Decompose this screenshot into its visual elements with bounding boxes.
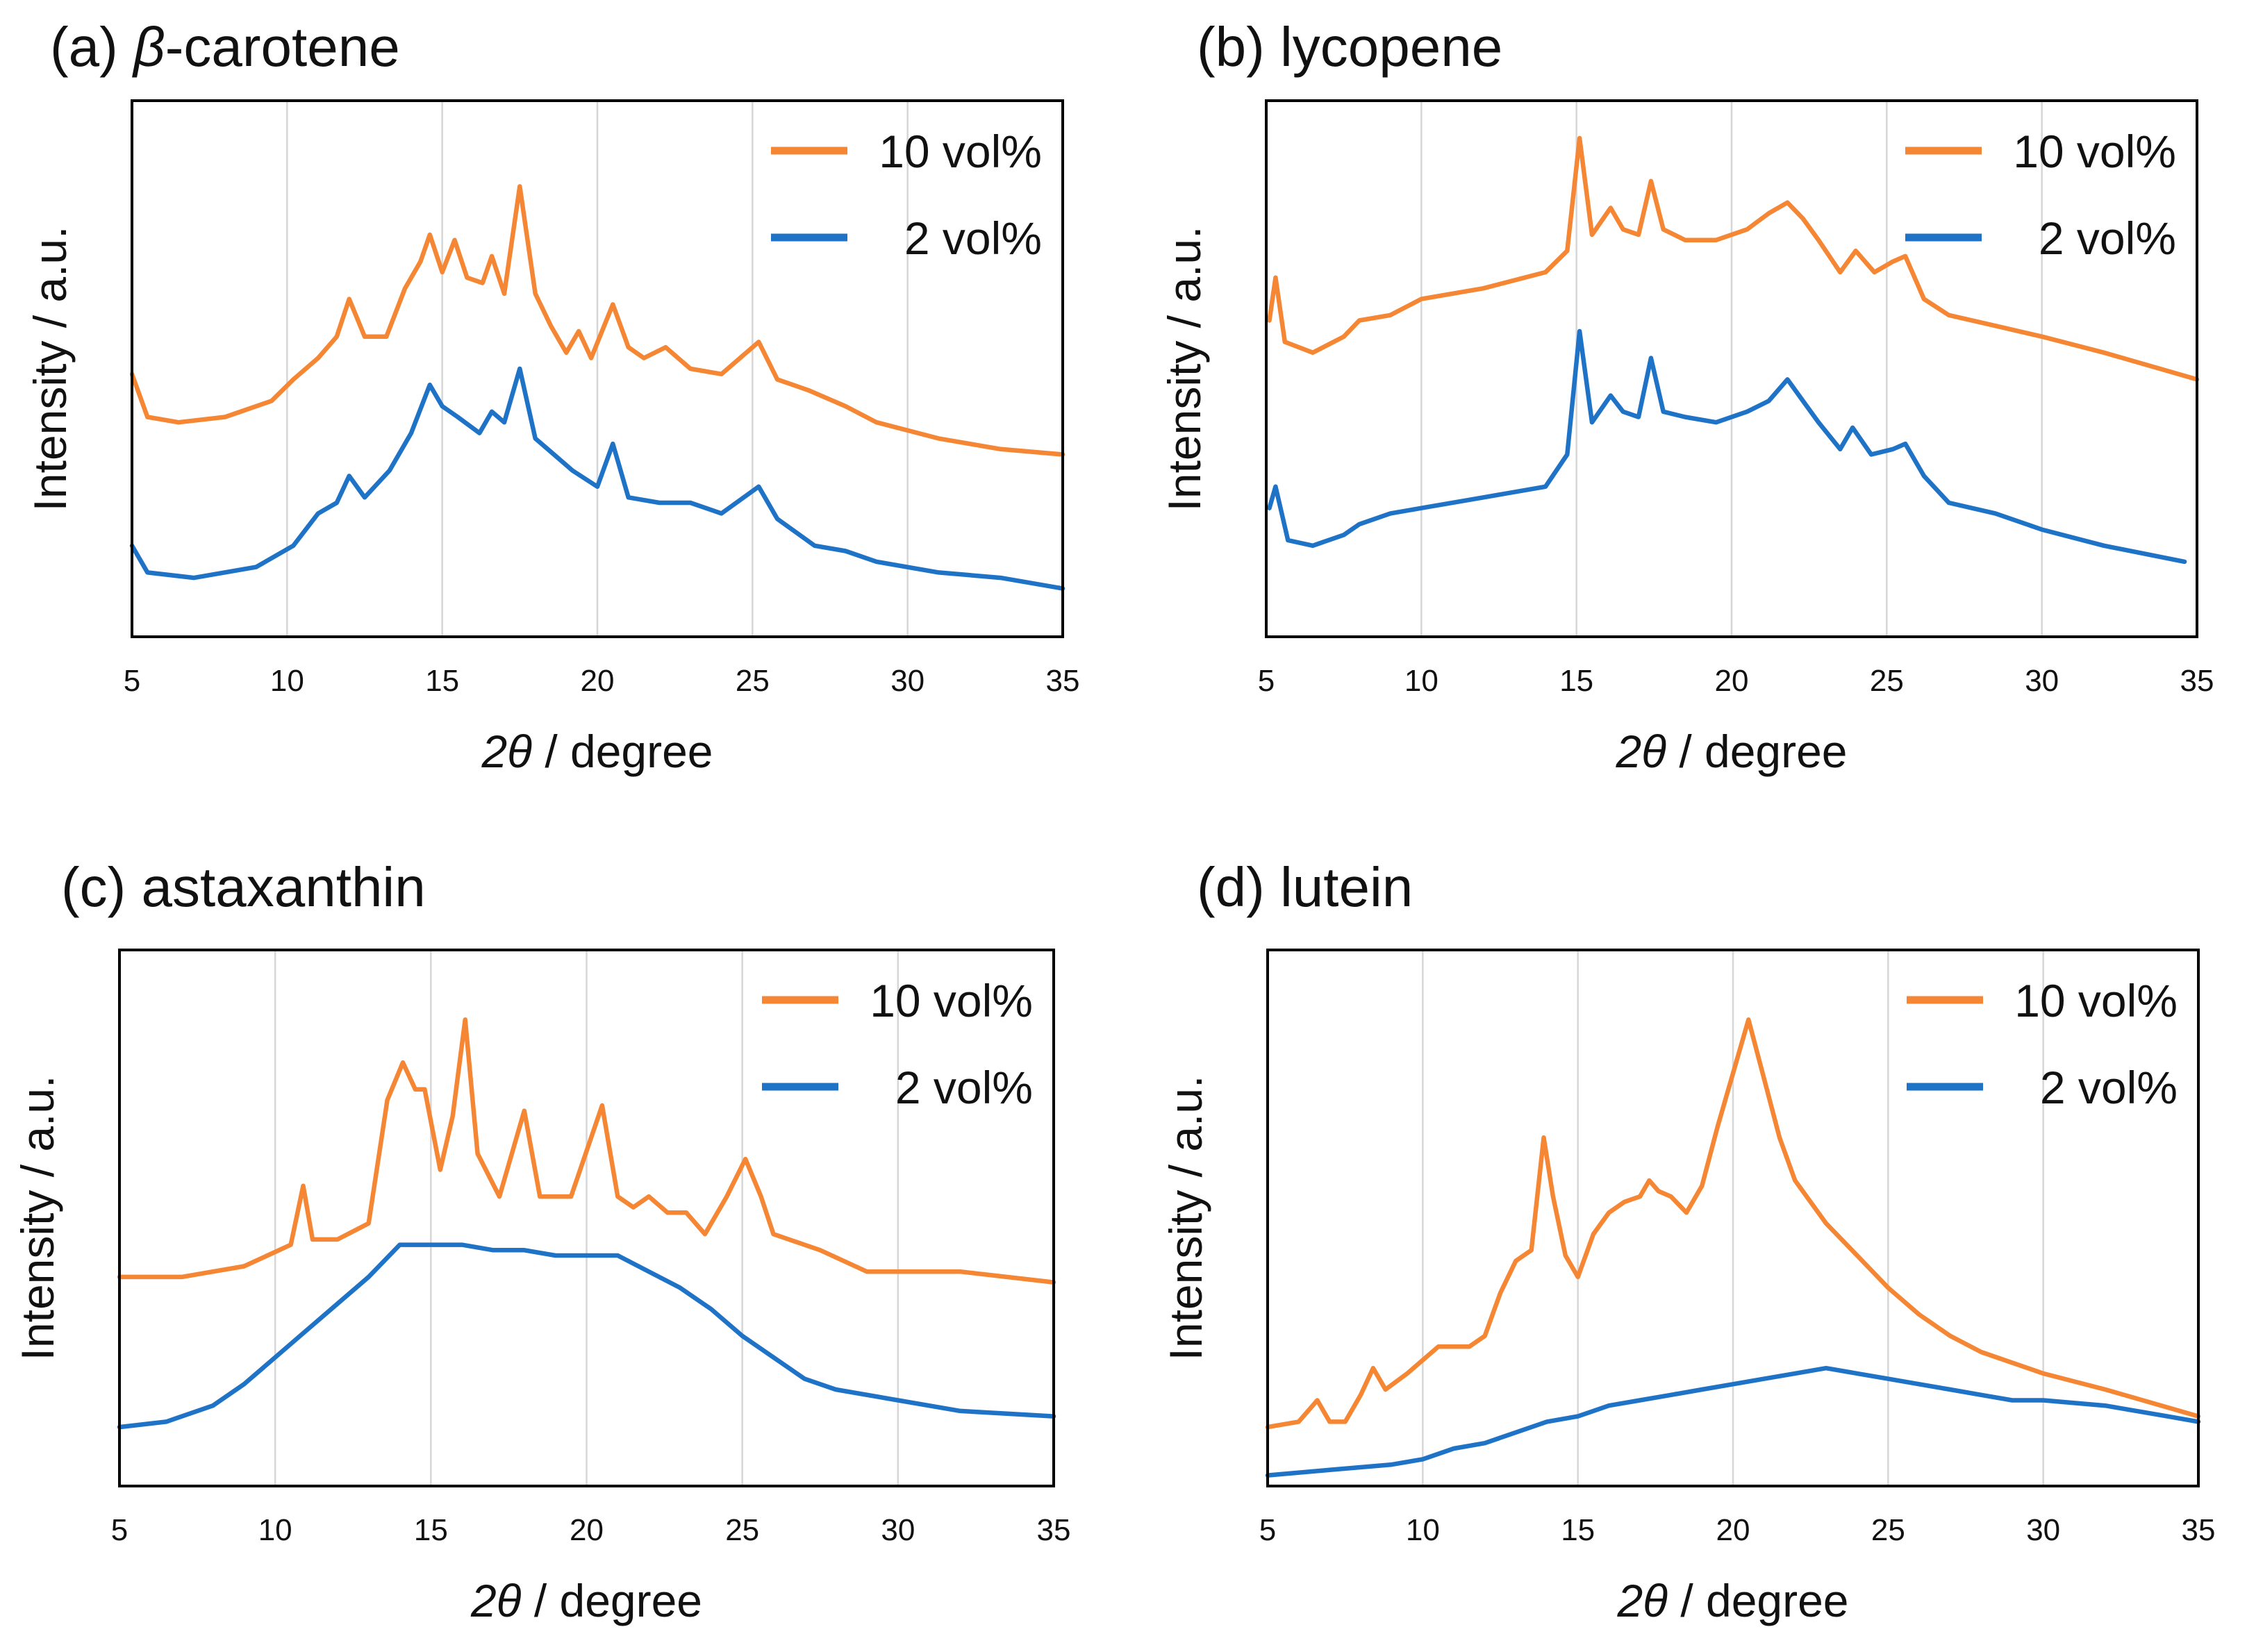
x-tick-label: 5	[111, 1513, 128, 1547]
plot-frame	[118, 949, 1055, 1487]
x-axis-label: 2θ / degree	[470, 1575, 702, 1626]
series-line-10vol	[117, 1017, 1056, 1285]
x-tick-label: 35	[1046, 664, 1080, 698]
panel-title-space	[118, 16, 133, 78]
x-axis-label-unit: / degree	[521, 1575, 702, 1626]
x-axis-label-symbol: 2θ	[1616, 1575, 1668, 1626]
x-axis-label-symbol: 2θ	[481, 726, 532, 777]
x-tick-label: 35	[2180, 664, 2214, 698]
series-line-2vol	[1267, 328, 2187, 565]
series-line-10vol	[1267, 135, 2200, 382]
legend-label-10vol: 10 vol%	[879, 126, 1042, 177]
legend-label-2vol: 2 vol%	[2039, 212, 2176, 264]
x-tick-label: 15	[1559, 664, 1593, 698]
legend-label-2vol: 2 vol%	[2040, 1062, 2178, 1113]
x-axis-label-unit: / degree	[1666, 726, 1848, 777]
x-tick-label: 15	[414, 1513, 448, 1547]
x-axis-label: 2θ / degree	[1615, 726, 1847, 777]
x-tick-label: 25	[736, 664, 770, 698]
x-tick-label: 20	[581, 664, 615, 698]
x-tick-label: 10	[270, 664, 304, 698]
panel-title-space	[126, 856, 141, 918]
series-line-2vol	[129, 366, 1066, 591]
plot-frame	[131, 99, 1064, 638]
x-axis-label: 2θ / degree	[481, 726, 713, 777]
panel-title: (c) astaxanthin	[61, 856, 426, 918]
x-tick-label: 30	[2026, 1513, 2060, 1547]
series-line-2vol	[1265, 1365, 2201, 1478]
series-line-10vol	[129, 184, 1066, 457]
legend-label-2vol: 2 vol%	[895, 1062, 1033, 1113]
panel-title-space	[1265, 16, 1280, 78]
x-tick-label: 10	[1406, 1513, 1440, 1547]
series-line-10vol	[1265, 1017, 2201, 1430]
x-tick-label: 10	[258, 1513, 292, 1547]
x-tick-label: 20	[1715, 664, 1749, 698]
y-axis-label: Intensity / a.u.	[24, 226, 76, 512]
y-axis-label: Intensity / a.u.	[1159, 226, 1210, 512]
chart-panel-d: 5 10 15 20 25 30 35 2θ / degree Intensity / a.u.…	[1160, 856, 2215, 1626]
x-axis-label-unit: / degree	[532, 726, 713, 777]
x-tick-label: 30	[881, 1513, 915, 1547]
x-tick-label: 15	[425, 664, 459, 698]
x-tick-label: 30	[2025, 664, 2059, 698]
panel-title: (b) lycopene	[1197, 16, 1502, 78]
compound-name: lycopene	[1280, 16, 1502, 78]
legend-label-10vol: 10 vol%	[2014, 975, 2178, 1026]
x-tick-label: 25	[1871, 1513, 1905, 1547]
plot-frame	[1266, 949, 2200, 1487]
panel-letter: (a)	[50, 16, 118, 78]
legend-label-10vol: 10 vol%	[2013, 126, 2176, 177]
x-tick-label: 15	[1561, 1513, 1595, 1547]
x-tick-label: 35	[2182, 1513, 2216, 1547]
x-tick-label: 25	[725, 1513, 759, 1547]
x-tick-label: 5	[1258, 664, 1275, 698]
compound-name: lutein	[1280, 856, 1413, 918]
x-axis-label-symbol: 2θ	[470, 1575, 522, 1626]
chart-panel-a: 5 10 15 20 25 30 35 2θ / degree Intensity / a.u.…	[24, 16, 1079, 777]
panel-title-space	[1265, 856, 1280, 918]
panel-letter: (d)	[1197, 856, 1265, 918]
panel-title: (a) β-carotene	[50, 16, 400, 78]
x-tick-label: 25	[1870, 664, 1904, 698]
x-tick-label: 20	[1716, 1513, 1750, 1547]
x-tick-label: 30	[890, 664, 924, 698]
x-tick-label: 5	[1259, 1513, 1276, 1547]
legend-label-10vol: 10 vol%	[870, 975, 1033, 1026]
series-line-2vol	[117, 1242, 1056, 1430]
x-tick-label: 10	[1404, 664, 1438, 698]
compound-name: astaxanthin	[142, 856, 426, 918]
y-axis-label: Intensity / a.u.	[12, 1076, 63, 1361]
plot-frame	[1265, 99, 2198, 638]
compound-name-suffix: -carotene	[165, 16, 400, 78]
compound-name-prefix: β	[132, 16, 165, 78]
legend-label-2vol: 2 vol%	[904, 212, 1042, 264]
x-tick-label: 20	[570, 1513, 604, 1547]
y-axis-label: Intensity / a.u.	[1160, 1076, 1211, 1361]
panel-letter: (b)	[1197, 16, 1265, 78]
x-axis-label-symbol: 2θ	[1615, 726, 1666, 777]
x-axis-label: 2θ / degree	[1616, 1575, 1848, 1626]
x-tick-label: 35	[1037, 1513, 1071, 1547]
x-axis-label-unit: / degree	[1668, 1575, 1849, 1626]
panel-letter: (c)	[61, 856, 126, 918]
chart-panel-c: 5 10 15 20 25 30 35 2θ / degree Intensity / a.u.…	[12, 856, 1070, 1626]
chart-panel-b: 5 10 15 20 25 30 35 2θ / degree Intensity / a.u.…	[1159, 16, 2214, 777]
panel-title: (d) lutein	[1197, 856, 1413, 918]
x-tick-label: 5	[124, 664, 140, 698]
